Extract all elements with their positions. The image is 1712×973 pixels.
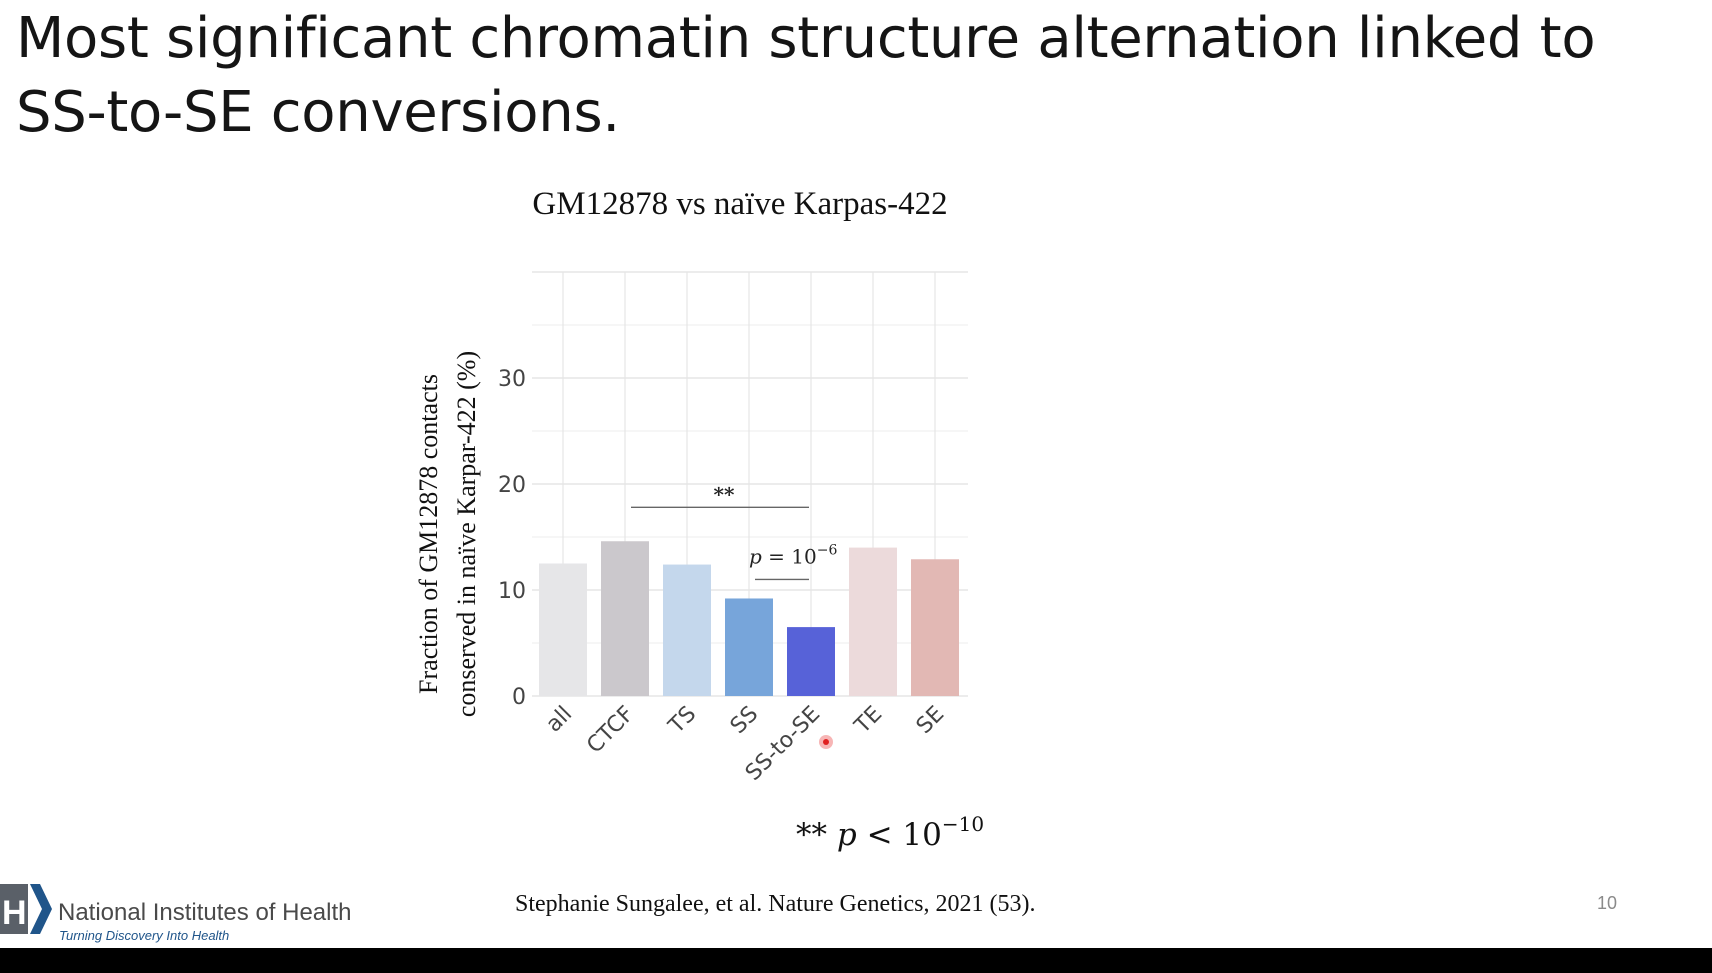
y-axis-label-line2: conserved in naïve Karpar-422 (%): [452, 351, 481, 717]
significance-footnote: ** p < 10−10: [796, 812, 984, 853]
footnote-relation: <: [866, 817, 893, 853]
page-number: 10: [1597, 893, 1618, 913]
x-tick-label: TE: [850, 702, 888, 740]
bar-ctcf: [601, 541, 649, 696]
footnote-exponent: −10: [941, 812, 985, 836]
y-tick-label: 20: [498, 473, 526, 498]
nih-name: National Institutes of Health: [58, 899, 352, 926]
footnote-p: p: [836, 817, 857, 853]
bar-te: [849, 547, 897, 696]
slide-title: Most significant chromatin structure alt…: [16, 6, 1596, 145]
x-tick-label: TS: [663, 702, 701, 740]
citation: Stephanie Sungalee, et al. Nature Geneti…: [515, 891, 1036, 917]
p-value-label: p = 10−6: [749, 542, 837, 568]
nih-logo-box: [0, 884, 28, 934]
bar-ss-to-se: [787, 627, 835, 696]
bar-ss: [725, 598, 773, 696]
bar-ts: [663, 564, 711, 696]
significance-annotations: ** p = 10−6: [631, 482, 837, 581]
bottom-bar: [0, 948, 1712, 973]
x-tick-label: SS: [726, 702, 763, 739]
y-tick-label: 0: [512, 685, 526, 710]
x-tick-label: SE: [912, 702, 949, 739]
bar-se: [911, 559, 959, 696]
y-axis-ticks: 0 10 20 30: [498, 367, 526, 710]
y-tick-label: 30: [498, 367, 526, 392]
x-tick-label: CTCF: [582, 702, 639, 759]
chart-bars: [539, 541, 959, 696]
nih-logo-chevron: [30, 884, 52, 934]
cursor-pointer-center: [823, 739, 829, 745]
footnote-value: 10: [902, 817, 942, 853]
chart-title: GM12878 vs naïve Karpas-422: [532, 186, 948, 222]
y-axis-label-line1: Fraction of GM12878 contacts: [414, 374, 443, 694]
nih-logo-letter: H: [2, 894, 27, 932]
x-tick-label: all: [541, 702, 577, 738]
significance-label: **: [714, 482, 735, 506]
nih-logo-icon: H: [0, 884, 52, 934]
bar-all: [539, 563, 587, 696]
footnote-stars: **: [796, 817, 827, 853]
nih-tagline: Turning Discovery Into Health: [59, 928, 230, 943]
y-tick-label: 10: [498, 579, 526, 604]
